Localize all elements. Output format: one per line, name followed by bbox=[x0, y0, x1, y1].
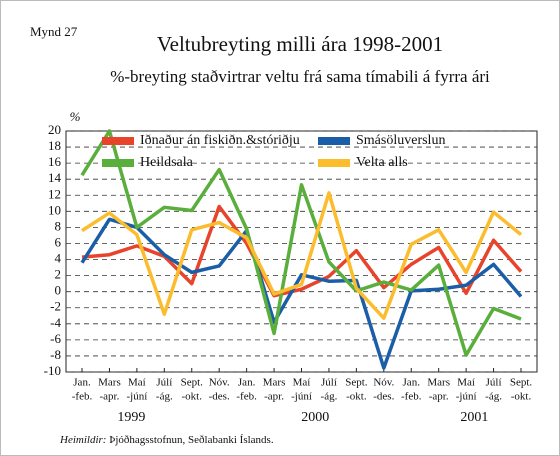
y-tick-label: 6 bbox=[55, 234, 62, 249]
series-line bbox=[81, 191, 523, 320]
y-tick-label: -4 bbox=[50, 315, 61, 330]
x-tick-label: -des. bbox=[209, 391, 230, 403]
x-tick-label: -apr. bbox=[100, 391, 120, 403]
figure-label: Mynd 27 bbox=[30, 24, 78, 39]
x-tick-label: Jan. bbox=[73, 377, 91, 389]
source-text: Þjóðhagsstofnun, Seðlabanki Íslands. bbox=[109, 434, 274, 446]
y-tick-label: 14 bbox=[48, 170, 62, 185]
x-tick-label: Maí bbox=[457, 377, 475, 389]
y-tick-label: -2 bbox=[50, 299, 61, 314]
x-tick-label: Jan. bbox=[403, 377, 421, 389]
x-tick-label: -des. bbox=[373, 391, 394, 403]
legend-swatch bbox=[102, 159, 134, 167]
x-tick-label: Jan. bbox=[238, 377, 256, 389]
x-tick-label: -júní bbox=[456, 391, 477, 403]
year-label: 1999 bbox=[117, 410, 145, 425]
y-tick-label: 20 bbox=[48, 122, 61, 137]
legend-swatch bbox=[102, 137, 134, 145]
x-tick-label: -okt. bbox=[346, 391, 367, 403]
y-tick-label: 12 bbox=[48, 186, 61, 201]
y-tick-label: 4 bbox=[55, 251, 62, 266]
y-tick-label: 10 bbox=[48, 202, 61, 217]
x-tick-label: Sept. bbox=[181, 377, 204, 389]
source: Heimildir: Þjóðhagsstofnun, Seðlabanki Í… bbox=[59, 434, 274, 446]
y-tick-label: 8 bbox=[55, 218, 62, 233]
legend-label: Iðnaður án fiskiðn.&stóriðju bbox=[140, 133, 300, 148]
x-tick-label: -okt. bbox=[511, 391, 532, 403]
x-tick-label: -apr. bbox=[264, 391, 284, 403]
year-label: 2001 bbox=[460, 410, 488, 425]
x-tick-label: -okt. bbox=[182, 391, 203, 403]
x-tick-label: Mars bbox=[263, 377, 286, 389]
y-tick-label: -6 bbox=[50, 331, 61, 346]
x-tick-label: -ág. bbox=[321, 391, 338, 403]
x-tick-label: -apr. bbox=[429, 391, 449, 403]
legend-label: Smásöluverslun bbox=[356, 133, 445, 148]
y-tick-label: 2 bbox=[55, 267, 62, 282]
legend-swatch bbox=[318, 137, 350, 145]
x-tick-label: -ág. bbox=[485, 391, 502, 403]
x-tick-label: -júní bbox=[291, 391, 312, 403]
chart-subtitle: %-breyting staðvirtrar veltu frá sama tí… bbox=[110, 67, 490, 86]
y-tick-label: -10 bbox=[44, 363, 61, 378]
x-tick-label: Nóv. bbox=[373, 377, 394, 389]
y-tick-label: -8 bbox=[50, 347, 61, 362]
source-label: Heimildir: bbox=[59, 434, 106, 446]
x-tick-label: Sept. bbox=[345, 377, 368, 389]
x-tick-label: -feb. bbox=[236, 391, 257, 403]
y-tick-label: 16 bbox=[48, 154, 62, 169]
y-tick-label: 18 bbox=[48, 138, 61, 153]
legend-label: Heildsala bbox=[140, 155, 194, 170]
chart-title: Veltubreyting milli ára 1998-2001 bbox=[157, 32, 443, 56]
legend-label: Velta alls bbox=[356, 155, 408, 170]
x-tick-label: Nóv. bbox=[209, 377, 230, 389]
x-tick-label: Júlí bbox=[321, 377, 337, 389]
series-line bbox=[80, 217, 523, 370]
plot-area bbox=[65, 130, 538, 373]
year-label: 2000 bbox=[301, 410, 329, 425]
series-line bbox=[80, 129, 522, 357]
x-tick-label: Júlí bbox=[486, 377, 502, 389]
x-tick-label: Maí bbox=[293, 377, 311, 389]
x-tick-label: -feb. bbox=[72, 391, 93, 403]
x-tick-label: Maí bbox=[128, 377, 146, 389]
x-tick-label: -ág. bbox=[156, 391, 173, 403]
x-tick-label: Mars bbox=[98, 377, 121, 389]
x-tick-label: -feb. bbox=[401, 391, 422, 403]
series-line bbox=[81, 204, 523, 298]
x-tick-label: Sept. bbox=[510, 377, 533, 389]
x-tick-label: Júlí bbox=[156, 377, 172, 389]
y-axis-label: % bbox=[70, 109, 81, 124]
legend-swatch bbox=[318, 159, 350, 167]
x-tick-label: -júní bbox=[126, 391, 147, 403]
y-tick-label: 0 bbox=[55, 283, 62, 298]
x-tick-label: Mars bbox=[427, 377, 450, 389]
